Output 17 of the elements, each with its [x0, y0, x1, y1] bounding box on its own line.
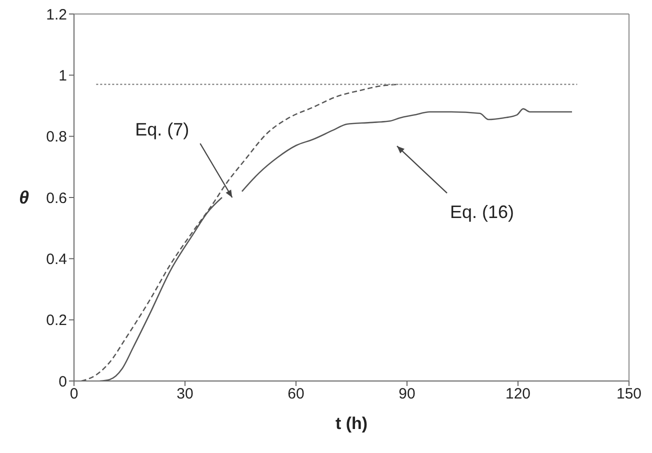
y-axis-title: θ — [18, 188, 30, 208]
y-tick-label: 0 — [58, 373, 67, 390]
x-tick-label: 0 — [70, 386, 78, 403]
y-tick-label: 0.8 — [46, 128, 67, 146]
x-tick-label: 60 — [288, 386, 304, 403]
annotation: Eq. (7) — [135, 120, 190, 140]
y-tick-label: 0.6 — [46, 190, 67, 207]
x-tick-label: 90 — [398, 386, 416, 403]
x-axis-title: t (h) — [335, 414, 368, 433]
x-tick-label: 150 — [616, 386, 642, 403]
y-tick-label: 0.2 — [46, 312, 67, 330]
x-tick-label: 30 — [176, 386, 194, 403]
x-tick-label: 120 — [505, 386, 531, 403]
annotation: Eq. (16) — [450, 202, 514, 222]
y-tick-label: 1.2 — [46, 6, 67, 24]
y-tick-label: 0.4 — [46, 250, 67, 268]
y-tick-label: 1 — [58, 67, 67, 84]
